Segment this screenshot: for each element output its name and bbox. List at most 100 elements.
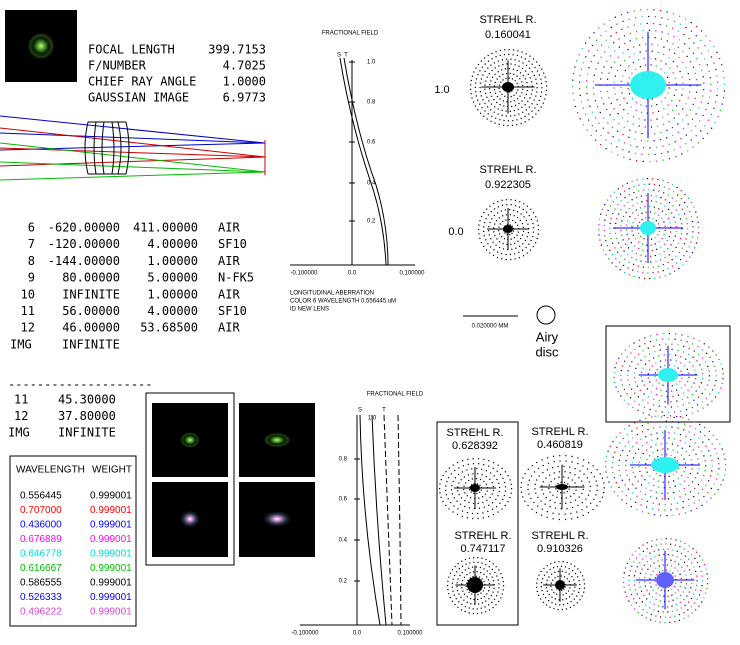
ray-dot: [570, 512, 572, 515]
ray-dot: [545, 477, 547, 479]
ray-dot: [476, 608, 478, 610]
ray-dot: [607, 132, 609, 134]
ray-dot: [634, 400, 636, 402]
ray-dot: [654, 415, 656, 417]
ray-dot: [537, 224, 539, 226]
ray-dot: [570, 601, 572, 603]
ray-dot: [632, 123, 634, 125]
ray-dot: [490, 80, 492, 82]
ray-dot: [645, 604, 647, 606]
ray-dot: [679, 204, 681, 206]
ray-dot: [652, 272, 654, 274]
ray-dot: [654, 620, 656, 622]
ray-dot: [462, 590, 464, 592]
ray-dot: [696, 85, 698, 87]
ray-dot: [465, 482, 467, 484]
ray-dot: [664, 509, 666, 511]
ray-dot: [618, 459, 620, 461]
ray-dot: [644, 356, 646, 358]
ray-dot: [698, 463, 700, 465]
ray-dot: [672, 72, 674, 74]
ray-dot: [657, 480, 659, 482]
ray-dot: [544, 76, 546, 78]
spot-core: [470, 484, 480, 492]
ray-dot: [579, 571, 582, 573]
label: 8: [28, 254, 35, 268]
ray-dot: [690, 439, 692, 441]
ray-dot: [709, 77, 711, 79]
ray-dot: [691, 236, 693, 238]
ray-dot: [548, 484, 550, 486]
ray-dot: [574, 474, 576, 476]
ray-dot: [707, 50, 710, 52]
ray-dot: [649, 578, 651, 580]
ray-dot: [483, 596, 485, 598]
ray-dot: [631, 230, 633, 232]
ray-dot: [684, 442, 686, 444]
ray-dot: [638, 184, 640, 186]
ray-dot: [692, 103, 694, 105]
ray-dot: [645, 487, 647, 489]
label: 1.0: [434, 84, 449, 96]
ray-dot: [655, 195, 657, 197]
ray-dot: [711, 443, 713, 445]
airy-disc: [536, 305, 556, 325]
ray-dot: [666, 442, 668, 444]
ray-dot: [674, 561, 676, 563]
ray-dot: [708, 450, 710, 452]
ray-dot: [566, 508, 568, 510]
ray-dot: [608, 97, 610, 99]
ray-dot: [712, 389, 714, 391]
ray-dot: [480, 592, 482, 594]
ray-dot: [649, 552, 651, 554]
ray-dot: [552, 494, 554, 496]
ray-dot: [645, 417, 647, 419]
ray-dot: [644, 585, 646, 587]
ray-dot: [678, 267, 680, 269]
ray-dot: [669, 616, 671, 618]
ray-dot: [595, 480, 597, 482]
label: 4.7025: [223, 59, 266, 73]
ray-dot: [699, 431, 702, 433]
ray-dot: [641, 243, 644, 245]
ray-dot: [705, 397, 707, 399]
ray-dot: [655, 160, 657, 162]
ray-dot: [642, 350, 644, 352]
ray-dot: [472, 576, 474, 578]
ray-dot: [574, 468, 576, 470]
ray-dot: [457, 461, 459, 464]
ray-dot: [565, 598, 567, 600]
ray-dot: [510, 63, 512, 65]
ray-dot: [655, 472, 657, 475]
ray-dot: [651, 98, 653, 100]
ray-dot: [604, 235, 606, 237]
ray-dot: [498, 587, 500, 589]
ray-dot: [630, 506, 632, 508]
ray-dot: [705, 465, 707, 467]
ray-dot: [682, 351, 685, 353]
label: 0.2: [339, 579, 348, 585]
ray-dot: [448, 477, 450, 479]
ray-dot: [715, 101, 717, 103]
ray-dot: [704, 460, 706, 462]
ray-dot: [685, 103, 687, 105]
ray-dot: [524, 104, 526, 106]
ray-dot: [633, 561, 635, 563]
spot-diagram: [613, 333, 724, 419]
ray-dot: [642, 272, 644, 274]
ray-dot: [621, 479, 623, 481]
ray-dot: [475, 566, 478, 568]
ray-dot: [499, 119, 501, 121]
ray-dot: [692, 52, 694, 54]
ray-dot: [497, 206, 499, 208]
ray-dot: [634, 589, 637, 591]
ray-dot: [698, 446, 700, 448]
ray-dot: [496, 101, 498, 103]
ray-dot: [500, 573, 502, 575]
ray-dot: [494, 67, 496, 69]
ray-dot: [478, 497, 480, 499]
ray-dot: [631, 256, 633, 258]
ray-dot: [688, 431, 690, 433]
ray-dot: [480, 95, 482, 97]
ray-dot: [555, 603, 557, 605]
